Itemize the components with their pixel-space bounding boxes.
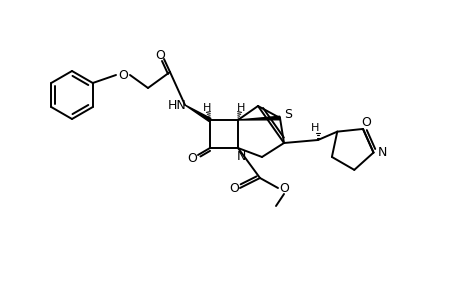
Text: H: H xyxy=(236,103,245,113)
Text: H: H xyxy=(202,103,211,113)
Text: O: O xyxy=(360,116,370,129)
Text: N: N xyxy=(377,146,386,159)
Polygon shape xyxy=(237,116,280,120)
Text: O: O xyxy=(155,49,165,62)
Text: O: O xyxy=(118,68,128,82)
Text: HN: HN xyxy=(167,98,186,112)
Text: O: O xyxy=(187,152,196,164)
Text: S: S xyxy=(283,107,291,121)
Text: H: H xyxy=(310,123,319,133)
Text: N: N xyxy=(236,151,245,164)
Text: O: O xyxy=(279,182,288,194)
Polygon shape xyxy=(185,105,210,122)
Text: O: O xyxy=(229,182,238,194)
